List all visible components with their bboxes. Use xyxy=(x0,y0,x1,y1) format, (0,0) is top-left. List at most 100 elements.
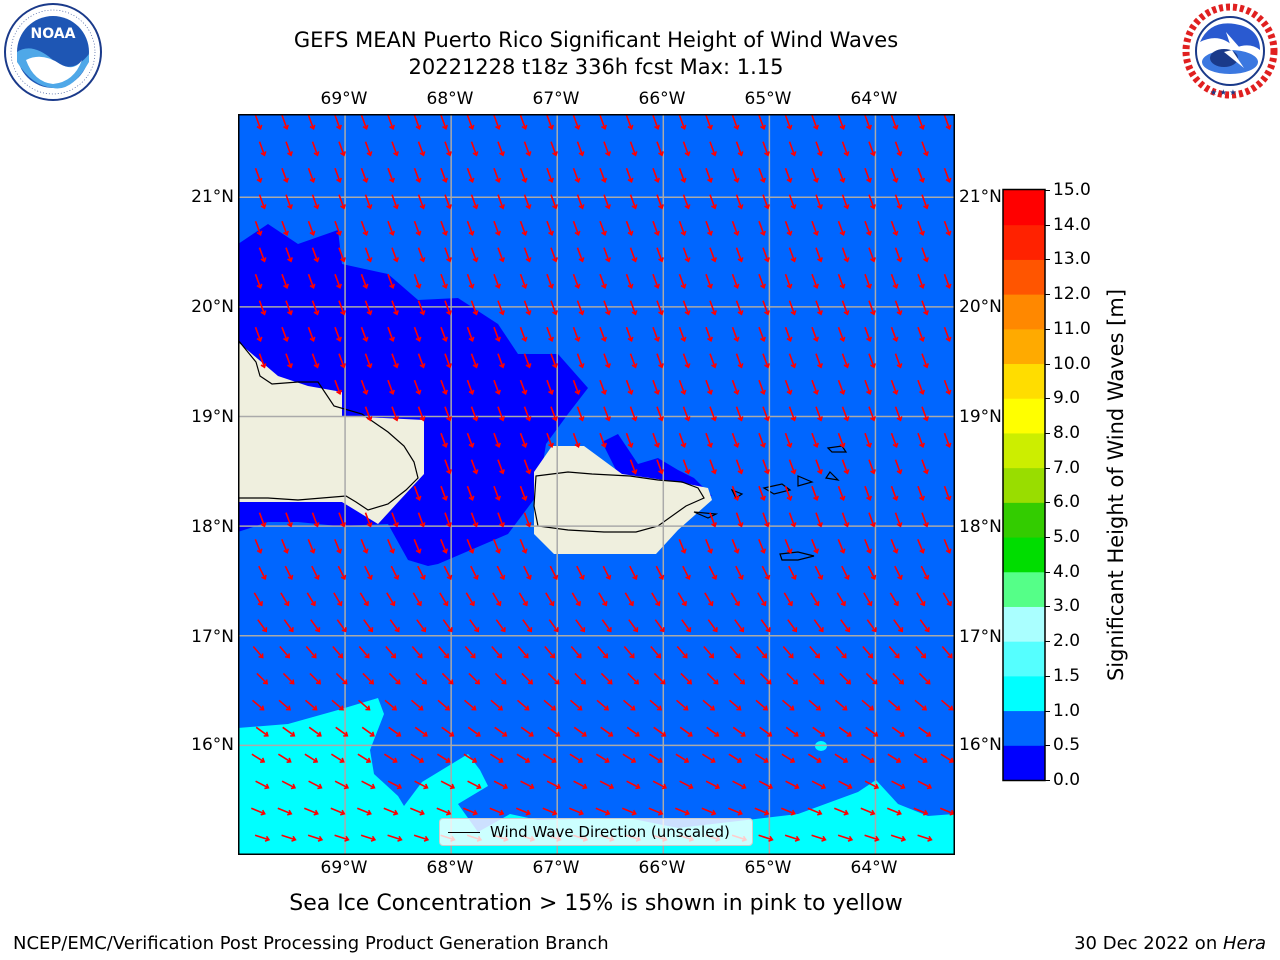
wave-direction-arrow xyxy=(864,273,872,290)
colorbar xyxy=(1002,188,1046,782)
lon-label-top: 67°W xyxy=(532,89,580,109)
wave-direction-arrow xyxy=(444,141,452,157)
colorbar-tick-mark xyxy=(1045,259,1050,261)
wave-direction-arrow xyxy=(284,565,294,581)
wave-direction-arrow xyxy=(489,753,504,763)
wave-direction-arrow xyxy=(387,273,395,290)
wave-direction-arrow xyxy=(913,807,929,816)
wave-direction-arrow xyxy=(868,300,876,316)
wave-direction-arrow xyxy=(470,406,479,422)
wave-direction-arrow xyxy=(335,672,348,685)
wave-direction-arrow xyxy=(281,220,289,237)
wave-direction-arrow xyxy=(940,753,954,763)
wave-direction-arrow xyxy=(388,672,401,685)
wave-direction-arrow xyxy=(415,672,428,685)
wave-direction-arrow xyxy=(388,726,402,737)
wave-direction-arrow xyxy=(656,459,664,475)
wave-direction-arrow xyxy=(887,807,902,816)
wave-direction-arrow xyxy=(864,115,872,131)
wave-direction-arrow xyxy=(550,353,558,369)
wave-direction-arrow xyxy=(493,326,501,343)
wave-direction-arrow xyxy=(731,485,740,502)
wave-direction-arrow xyxy=(705,432,713,449)
wave-direction-arrow xyxy=(523,459,532,475)
wave-direction-arrow xyxy=(681,619,692,633)
wave-direction-arrow xyxy=(734,619,745,633)
colorbar-tick-label: 13.0 xyxy=(1053,249,1091,270)
wave-direction-arrow xyxy=(307,167,316,184)
wave-direction-arrow xyxy=(675,807,690,816)
wave-direction-arrow xyxy=(550,194,558,210)
wave-direction-arrow xyxy=(257,619,268,633)
wave-direction-arrow xyxy=(890,220,899,237)
wave-direction-arrow xyxy=(921,300,929,316)
wave-direction-arrow xyxy=(413,834,430,842)
wave-direction-arrow xyxy=(866,619,877,633)
wave-direction-arrow xyxy=(654,619,665,633)
wave-direction-arrow xyxy=(735,300,744,316)
wave-direction-arrow xyxy=(648,753,663,763)
wave-direction-arrow xyxy=(834,699,848,711)
lon-label-top: 68°W xyxy=(426,89,474,109)
wave-direction-arrow xyxy=(918,672,931,685)
wave-direction-arrow xyxy=(629,141,638,157)
wave-direction-arrow xyxy=(890,485,899,502)
wave-direction-arrow xyxy=(762,353,770,369)
colorbar-tick-label: 3.0 xyxy=(1053,596,1081,617)
wave-direction-arrow xyxy=(917,167,925,184)
wave-direction-arrow xyxy=(864,539,873,554)
wave-direction-arrow xyxy=(387,539,396,554)
wave-direction-arrow xyxy=(523,141,532,157)
wave-direction-arrow xyxy=(731,115,740,131)
wave-direction-arrow xyxy=(493,780,509,790)
wave-direction-arrow xyxy=(837,220,846,237)
wave-direction-arrow xyxy=(310,619,321,633)
wave-direction-arrow xyxy=(304,699,318,711)
wave-direction-arrow xyxy=(675,699,689,711)
wave-direction-arrow xyxy=(625,115,634,131)
wave-direction-arrow xyxy=(762,300,770,316)
wave-direction-arrow xyxy=(334,780,350,790)
lon-label-bottom: 64°W xyxy=(850,858,898,878)
wave-direction-arrow xyxy=(521,672,534,685)
wave-direction-arrow xyxy=(783,592,793,607)
wave-direction-arrow xyxy=(519,115,528,131)
wave-direction-arrow xyxy=(550,406,558,422)
wave-direction-arrow xyxy=(653,726,667,737)
wave-direction-arrow xyxy=(629,353,638,369)
wave-direction-arrow xyxy=(914,699,928,711)
wave-direction-arrow xyxy=(841,194,850,210)
wave-direction-arrow xyxy=(788,565,797,581)
wave-direction-arrow xyxy=(410,753,425,763)
wave-direction-arrow xyxy=(731,379,740,396)
svg-text:★ ★ ★: ★ ★ ★ xyxy=(1210,88,1237,97)
wave-direction-arrow xyxy=(440,379,448,396)
wave-direction-arrow xyxy=(333,592,343,607)
sea-ice-caption: Sea Ice Concentration > 15% is shown in … xyxy=(289,891,903,916)
wave-direction-arrow xyxy=(417,353,426,369)
wave-direction-arrow xyxy=(894,353,903,369)
wave-direction-arrow xyxy=(705,273,713,290)
wave-direction-arrow xyxy=(787,619,798,633)
wave-direction-arrow xyxy=(735,247,744,263)
wave-direction-arrow xyxy=(364,353,373,369)
wave-direction-arrow xyxy=(596,699,610,711)
colorbar-tick-mark xyxy=(1045,294,1050,296)
lat-label-left: 17°N xyxy=(191,627,234,647)
wave-direction-arrow xyxy=(600,672,613,685)
wave-direction-arrow xyxy=(656,353,664,369)
wave-direction-arrow xyxy=(625,220,634,237)
footer-date-text: 30 Dec 2022 on xyxy=(1074,933,1223,954)
wave-direction-arrow xyxy=(784,220,793,237)
wave-direction-arrow xyxy=(489,807,505,816)
wave-direction-arrow xyxy=(494,672,507,685)
colorbar-tick-mark xyxy=(1045,780,1050,781)
wave-direction-arrow xyxy=(758,220,766,237)
wave-direction-arrow xyxy=(519,273,528,290)
wave-direction-arrow xyxy=(497,300,505,316)
wave-direction-arrow xyxy=(760,619,771,633)
colorbar-tick-mark xyxy=(1045,398,1050,400)
wave-direction-arrow xyxy=(493,379,501,396)
lat-label-left: 20°N xyxy=(191,297,234,317)
wave-direction-arrow xyxy=(921,512,929,528)
